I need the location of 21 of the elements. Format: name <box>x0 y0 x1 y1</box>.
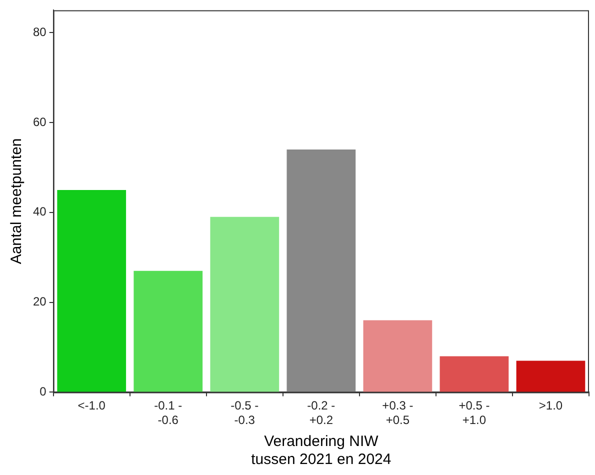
y-tick-label: 0 <box>40 384 47 399</box>
x-tick-label: -0.2 - +0.2 <box>307 398 336 428</box>
x-tick-label: +0.5 - +1.0 <box>458 398 490 428</box>
bar <box>57 190 126 392</box>
y-tick-label: 40 <box>32 204 47 219</box>
x-tick-label: >1.0 <box>538 398 563 413</box>
bar <box>516 360 586 392</box>
bar <box>363 320 432 392</box>
y-tick-label: 60 <box>32 114 47 129</box>
x-tick-label: <-1.0 <box>78 398 106 413</box>
bar <box>134 270 203 392</box>
y-tick-label: 20 <box>32 294 47 309</box>
x-tick-label: -0.5 - -0.3 <box>230 398 259 428</box>
bar <box>210 216 280 392</box>
y-tick-label: 80 <box>32 24 47 39</box>
x-tick-label: -0.1 - -0.6 <box>154 398 182 428</box>
x-tick-label: +0.3 - +0.5 <box>382 398 414 428</box>
y-axis-title: Aantal meetpunten <box>8 138 26 264</box>
x-axis-title: Verandering NIW tussen 2021 en 2024 <box>251 433 392 468</box>
bar <box>440 356 509 392</box>
bar <box>286 150 356 392</box>
